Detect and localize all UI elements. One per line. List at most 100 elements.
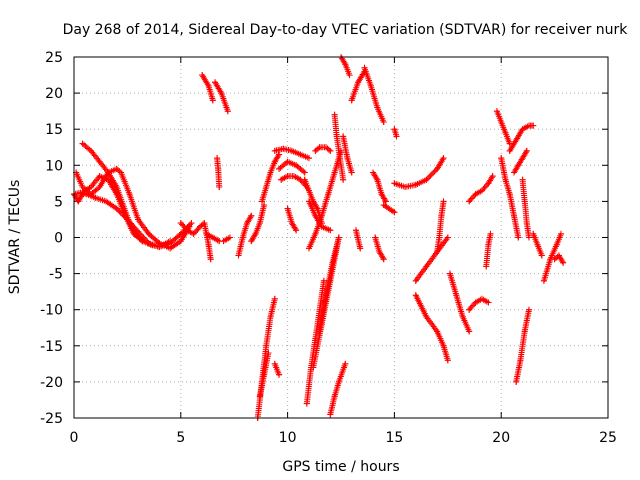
data-point (122, 212, 129, 219)
data-point (391, 180, 398, 187)
data-series-t13 (258, 151, 283, 205)
series-markers (513, 306, 532, 385)
data-point (318, 321, 325, 328)
data-point (203, 230, 210, 237)
series-markers (220, 234, 233, 245)
data-series-t06 (203, 230, 223, 245)
data-series-t19 (305, 198, 334, 234)
data-point (412, 181, 419, 188)
data-point (81, 187, 88, 194)
data-series-t24 (340, 133, 355, 176)
data-series-t32 (380, 202, 398, 216)
x-tick-label: 0 (70, 430, 79, 446)
data-point (216, 183, 223, 190)
data-series-t31 (391, 155, 447, 190)
data-point (288, 220, 295, 227)
data-point (209, 234, 216, 241)
chart-title: Day 268 of 2014, Sidereal Day-to-day VTE… (63, 22, 629, 38)
series-markers (391, 155, 447, 190)
data-point (224, 108, 231, 115)
data-point (135, 216, 142, 223)
data-point (276, 371, 283, 378)
data-point (361, 64, 368, 71)
data-series-t47 (540, 230, 565, 284)
data-point (412, 277, 419, 284)
data-point (327, 227, 334, 234)
data-point (244, 220, 251, 227)
data-point (511, 212, 518, 219)
data-point (434, 248, 441, 255)
y-tick-label: 0 (54, 231, 63, 247)
data-point (248, 212, 255, 219)
data-point (440, 342, 447, 349)
series-markers (259, 151, 283, 205)
data-point (145, 230, 152, 237)
data-point (446, 270, 453, 277)
data-point (540, 277, 547, 284)
data-point (489, 173, 496, 180)
y-tick-label: 10 (45, 158, 63, 174)
data-point (434, 165, 441, 172)
data-point (357, 245, 364, 252)
data-point (342, 61, 349, 68)
data-point (303, 400, 310, 407)
data-point (88, 191, 95, 198)
series-markers (235, 212, 255, 259)
data-point (453, 292, 460, 299)
data-point (105, 169, 112, 176)
data-point (310, 364, 317, 371)
data-series-t30 (391, 126, 400, 140)
series-markers (284, 205, 300, 234)
x-tick-label: 20 (492, 430, 510, 446)
data-point (293, 227, 300, 234)
y-tick-label: -15 (40, 339, 63, 355)
data-point (560, 259, 567, 266)
data-point (511, 169, 518, 176)
data-point (96, 173, 103, 180)
data-point (305, 198, 312, 205)
data-point (478, 187, 485, 194)
data-point (342, 360, 349, 367)
data-point (493, 108, 500, 115)
data-point (466, 306, 473, 313)
data-point (376, 248, 383, 255)
series-markers (412, 234, 451, 284)
data-point (293, 162, 300, 169)
data-point (498, 118, 505, 125)
data-series-t09 (214, 155, 223, 190)
data-series-t46 (530, 230, 545, 259)
data-point (553, 241, 560, 248)
data-series-t28 (370, 169, 389, 205)
data-point (215, 165, 222, 172)
data-point (271, 158, 278, 165)
data-point (325, 191, 332, 198)
data-point (558, 230, 565, 237)
data-point (502, 176, 509, 183)
data-point (444, 234, 451, 241)
data-point (380, 202, 387, 209)
x-tick-label: 10 (279, 430, 297, 446)
data-point (344, 155, 351, 162)
data-point (105, 176, 112, 183)
data-point (314, 205, 321, 212)
y-tick-label: 5 (54, 194, 63, 210)
data-point (280, 145, 287, 152)
y-tick-label: -5 (49, 267, 63, 283)
data-point (466, 198, 473, 205)
data-series-t45 (519, 176, 532, 241)
y-tick-label: 20 (45, 86, 63, 102)
data-point (438, 212, 445, 219)
data-point (75, 198, 82, 205)
data-point (288, 147, 295, 154)
data-point (412, 292, 419, 299)
data-series-t39 (483, 230, 494, 270)
data-point (555, 252, 562, 259)
data-point (370, 169, 377, 176)
data-point (205, 241, 212, 248)
series-markers (483, 230, 494, 270)
data-point (256, 393, 263, 400)
data-point (117, 169, 124, 176)
data-point (402, 183, 409, 190)
data-series-t55 (327, 360, 349, 418)
series-markers (327, 360, 349, 418)
